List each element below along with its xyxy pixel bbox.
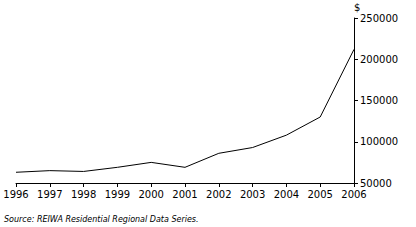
svg-text:250000: 250000 [360,13,398,24]
svg-text:2000: 2000 [138,189,163,200]
svg-text:2006: 2006 [341,189,366,200]
svg-text:Source: REIWA Residential Regi: Source: REIWA Residential Regional Data … [4,215,199,224]
svg-text:50000: 50000 [360,178,392,189]
svg-text:2003: 2003 [240,189,265,200]
svg-text:2005: 2005 [307,189,332,200]
svg-text:1999: 1999 [105,189,130,200]
svg-text:2004: 2004 [274,189,299,200]
svg-text:1997: 1997 [37,189,62,200]
svg-text:200000: 200000 [360,54,398,65]
svg-text:2002: 2002 [206,189,231,200]
svg-text:1998: 1998 [71,189,96,200]
svg-text:100000: 100000 [360,136,398,147]
svg-text:1996: 1996 [3,189,28,200]
svg-text:150000: 150000 [360,95,398,106]
svg-text:2001: 2001 [172,189,197,200]
svg-text:$: $ [354,2,360,13]
